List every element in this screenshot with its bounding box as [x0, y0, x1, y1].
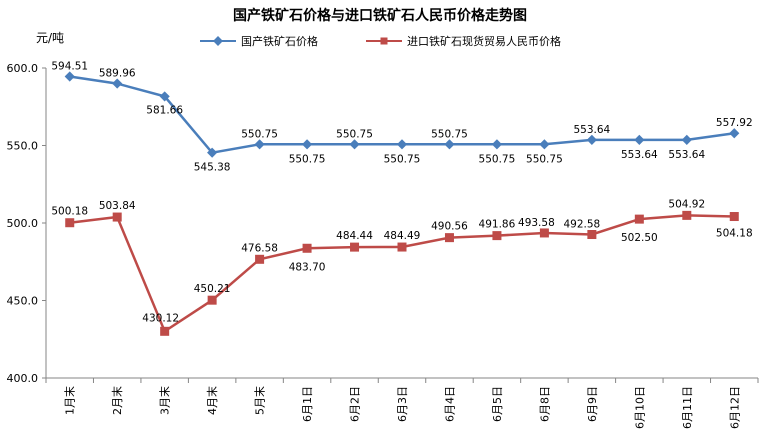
data-label-domestic: 550.75 [431, 128, 468, 140]
data-point-domestic [349, 139, 360, 150]
data-label-domestic: 550.75 [479, 153, 516, 165]
data-label-domestic: 557.92 [716, 117, 753, 129]
data-point-import [397, 242, 407, 252]
data-point-domestic [254, 139, 265, 150]
data-point-import [682, 210, 692, 220]
x-tick-label: 4月末 [205, 386, 219, 415]
data-point-domestic [539, 139, 550, 150]
data-point-import [65, 218, 75, 228]
x-tick-label: 1月末 [63, 386, 77, 415]
data-point-import [444, 233, 454, 243]
data-label-domestic: 550.75 [289, 153, 326, 165]
x-tick-label: 6月4日 [443, 386, 456, 422]
data-point-import [539, 228, 549, 238]
data-point-domestic [681, 134, 692, 145]
x-tick-label: 6月8日 [538, 386, 551, 422]
data-label-import: 503.84 [99, 200, 136, 212]
y-tick-label: 550.0 [7, 140, 39, 153]
data-point-import [729, 212, 739, 222]
x-tick-label: 6月2日 [349, 386, 362, 422]
series-markers [64, 71, 740, 336]
data-point-domestic [64, 71, 75, 82]
data-label-import: 450.21 [194, 283, 231, 295]
data-point-domestic [301, 139, 313, 150]
legend-label-import: 进口铁矿石现货贸易人民币价格 [407, 34, 561, 48]
data-label-domestic: 550.75 [526, 153, 563, 165]
data-label-import: 504.92 [668, 198, 705, 210]
data-label-import: 493.58 [518, 217, 555, 229]
x-tick-label: 6月3日 [396, 386, 409, 422]
data-point-import [255, 254, 265, 264]
data-label-import: 484.44 [336, 230, 373, 242]
data-point-domestic [444, 139, 455, 150]
x-tick-label: 6月11日 [681, 386, 694, 429]
data-label-import: 492.58 [563, 219, 600, 231]
data-label-import: 476.58 [241, 242, 278, 254]
data-label-domestic: 550.75 [241, 128, 278, 140]
data-point-domestic [159, 91, 170, 102]
x-tick-label: 6月9日 [586, 386, 599, 422]
chart-title: 国产铁矿石价格与进口铁矿石人民币价格走势图 [233, 7, 527, 24]
data-label-import: 491.86 [479, 219, 516, 231]
legend: 国产铁矿石价格 进口铁矿石现货贸易人民币价格 [200, 34, 561, 48]
y-tick-label: 400.0 [7, 372, 39, 385]
x-tick-label: 2月末 [110, 386, 124, 415]
data-label-domestic: 594.51 [51, 61, 88, 73]
data-point-domestic [112, 78, 123, 89]
data-label-domestic: 553.64 [621, 149, 658, 161]
data-label-import: 490.56 [431, 221, 468, 233]
data-label-import: 500.18 [51, 206, 88, 218]
x-tick-label: 5月末 [253, 386, 267, 415]
data-labels: 594.51 589.96 581.66 545.38 550.75 550.75 550.… [51, 61, 752, 325]
x-tick-label: 6月5日 [491, 386, 504, 422]
data-point-import [634, 214, 644, 224]
data-label-domestic: 589.96 [99, 68, 136, 80]
y-tick-label: 450.0 [7, 295, 39, 308]
data-point-domestic [634, 134, 645, 145]
data-label-domestic: 545.38 [194, 162, 231, 174]
data-point-import [492, 231, 502, 241]
data-label-domestic: 553.64 [573, 124, 610, 136]
data-point-import [207, 295, 217, 305]
y-tick-label: 600.0 [7, 62, 39, 75]
data-point-domestic [207, 147, 218, 158]
legend-label-domestic: 国产铁矿石价格 [241, 34, 318, 48]
x-ticks: 1月末 2月末 3月末 4月末 5月末 6月1日 6月2日 6月3日 6月4日 6月5日 6月8日 6… [45, 378, 759, 429]
data-point-import [302, 243, 312, 253]
data-point-domestic [729, 128, 740, 139]
x-tick-label: 6月1日 [301, 386, 314, 422]
data-label-import: 430.12 [142, 312, 179, 324]
data-point-import [587, 230, 597, 240]
data-point-import [112, 212, 122, 222]
x-tick-label: 6月10日 [633, 386, 646, 429]
data-label-domestic: 581.66 [146, 104, 183, 116]
data-label-import: 484.49 [384, 230, 421, 242]
legend-item-import: 进口铁矿石现货贸易人民币价格 [366, 34, 561, 48]
data-label-domestic: 553.64 [668, 149, 705, 161]
y-tick-label: 500.0 [7, 217, 39, 230]
data-label-import: 502.50 [621, 232, 658, 244]
data-label-domestic: 550.75 [384, 153, 421, 165]
legend-marker-domestic [213, 36, 223, 46]
data-label-import: 483.70 [289, 261, 326, 273]
legend-item-domestic: 国产铁矿石价格 [200, 34, 318, 48]
legend-marker-import [380, 37, 388, 45]
data-point-domestic [396, 139, 408, 150]
data-label-import: 504.18 [716, 228, 753, 240]
y-ticks: 400.0 450.0 500.0 550.0 600.0 [7, 62, 46, 385]
unit-label: 元/吨 [36, 31, 64, 45]
x-tick-label: 6月12日 [728, 386, 741, 429]
data-point-import [350, 242, 360, 252]
data-point-domestic [491, 139, 503, 150]
x-tick-label: 3月末 [158, 386, 172, 415]
data-label-domestic: 550.75 [336, 128, 373, 140]
data-point-import [160, 326, 170, 336]
data-point-domestic [586, 134, 597, 145]
